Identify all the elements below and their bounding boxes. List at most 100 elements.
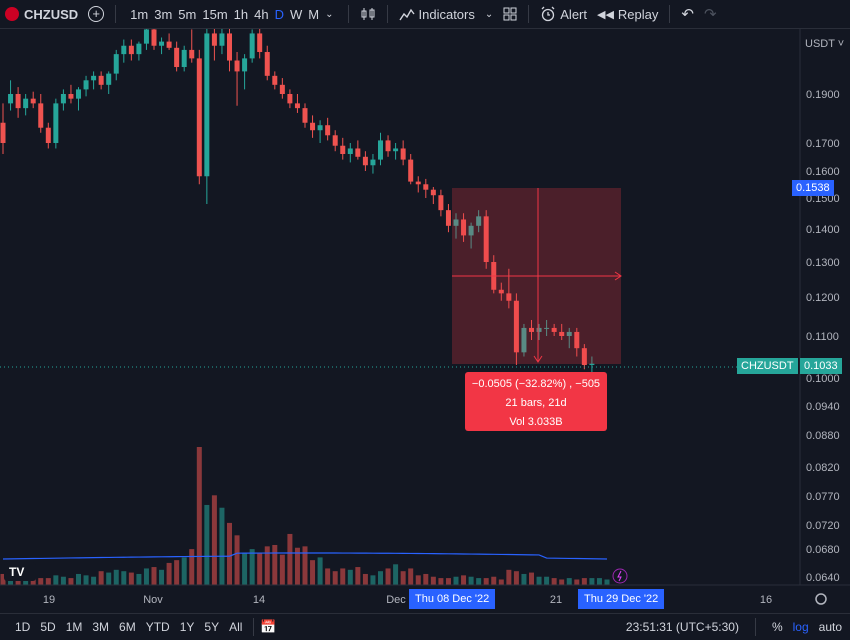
timeframe-3m[interactable]: 3m [154, 6, 173, 22]
timeframe-W[interactable]: W [289, 6, 303, 22]
price-chart[interactable]: USDT ˅ 0.1900 0.1700 0.1600 0.1500 0.1400 0.13… [0, 29, 850, 613]
time-label-start: Thu 08 Dec '22 [409, 589, 496, 609]
price-tick-label: 0.0720 [806, 520, 840, 532]
volume-bar [0, 573, 6, 585]
timeframe-1h[interactable]: 1h [233, 6, 249, 22]
timeframe-5m[interactable]: 5m [178, 6, 197, 22]
candle-body [91, 75, 97, 81]
last-price-symbol-label: CHZUSDT [737, 358, 798, 374]
volume-bar [68, 578, 74, 585]
log-scale-button[interactable]: log [792, 620, 809, 634]
price-tick-label: 0.1700 [806, 138, 840, 150]
candle-body [317, 125, 323, 131]
volume-bar [181, 557, 187, 585]
range-6m[interactable]: 6M [119, 620, 136, 634]
candle-body [53, 103, 59, 143]
candle-body [242, 58, 248, 72]
volume-bar [234, 535, 240, 585]
replay-button[interactable]: ◀◀ Replay [592, 0, 663, 28]
compare-symbol-button[interactable]: + [83, 0, 109, 28]
lightning-bolt-icon [617, 570, 622, 582]
alert-button[interactable]: Alert [535, 0, 592, 28]
price-tick-label: 0.0820 [806, 462, 840, 474]
range-1m[interactable]: 1M [65, 620, 83, 634]
candle-body [257, 33, 263, 53]
candle-body [589, 363, 595, 365]
divider [386, 5, 388, 23]
range-ytd[interactable]: YTD [145, 620, 170, 634]
tradingview-logo-text: TV [9, 565, 24, 579]
bottom-toolbar: 1D 5D 1M 3M 6M YTD 1Y 5Y All 📅 23:51:31 (UTC+5:3… [0, 613, 850, 640]
range-3m[interactable]: 3M [92, 620, 110, 634]
candle-body [378, 140, 383, 160]
candle-body [219, 33, 225, 46]
volume-bar [355, 567, 361, 585]
timeframe-1m[interactable]: 1m [130, 6, 149, 22]
candle-body [45, 127, 51, 143]
redo-button[interactable]: ↷ [699, 0, 722, 28]
candle-body [287, 94, 293, 104]
candle-body [121, 45, 127, 55]
candle-body [113, 54, 119, 74]
timeframe-4h[interactable]: 4h [254, 6, 269, 22]
alarm-clock-icon [541, 6, 555, 22]
candle-body [98, 75, 104, 85]
candle-body [106, 73, 112, 85]
volume-bar [15, 578, 21, 585]
volume-bar [513, 571, 519, 585]
price-tick-label: 0.1600 [806, 166, 840, 178]
divider [347, 5, 349, 23]
price-tick-label: 0.0770 [806, 491, 840, 503]
divider [115, 5, 117, 23]
goto-date-icon[interactable]: 📅 [260, 619, 277, 634]
candle-body [151, 29, 157, 46]
timeframe-D[interactable]: D [274, 6, 284, 22]
volume-bar [128, 572, 134, 585]
chevron-down-icon[interactable]: ⌄ [325, 8, 334, 20]
range-5y[interactable]: 5Y [204, 620, 220, 634]
price-tick-label: 0.1900 [806, 89, 840, 101]
volume-bar [204, 504, 210, 585]
volume-bar [174, 560, 180, 585]
candle-body [370, 159, 376, 166]
candle-body [294, 103, 300, 109]
range-1y[interactable]: 1Y [179, 620, 195, 634]
candle-body [513, 300, 519, 353]
candle-body [483, 216, 489, 262]
candle-body [211, 33, 217, 46]
indicators-button[interactable]: Indicators [394, 0, 480, 28]
timeframe-M[interactable]: M [308, 6, 320, 22]
indicators-dropdown[interactable]: ⌄ [480, 0, 498, 28]
volume-bar [287, 533, 293, 585]
auto-scale-button[interactable]: auto [818, 620, 842, 634]
range-5d[interactable]: 5D [40, 620, 56, 634]
volume-bar [257, 553, 263, 585]
volume-bar [362, 573, 368, 585]
percent-scale-button[interactable]: % [771, 620, 783, 634]
candle-body [8, 94, 14, 104]
lightning-icon [612, 568, 628, 584]
clock[interactable]: 23:51:31 (UTC+5:30) [625, 620, 739, 634]
volume-bar [408, 568, 414, 585]
timeframe-15m[interactable]: 15m [202, 6, 228, 22]
layouts-button[interactable] [498, 0, 522, 28]
range-1d[interactable]: 1D [15, 620, 31, 634]
volume-bar [143, 568, 149, 585]
undo-button[interactable]: ↶ [676, 0, 699, 28]
volume-bar [596, 578, 602, 585]
candle-body [430, 189, 436, 196]
volume-bar [574, 579, 580, 585]
volume-bar [227, 522, 232, 585]
crosshair-price-label: 0.1538 [792, 180, 834, 196]
volume-bar [317, 557, 323, 585]
candle-body [581, 348, 587, 365]
volume-bar [551, 578, 557, 585]
volume-bar [581, 578, 587, 585]
candle-body [234, 60, 240, 72]
range-all[interactable]: All [229, 620, 243, 634]
candle-body [423, 184, 429, 190]
candle-body [76, 89, 81, 99]
chart-type-button[interactable] [355, 0, 381, 28]
volume-bar [272, 544, 278, 585]
symbol-search[interactable]: CHZUSD [0, 0, 83, 28]
